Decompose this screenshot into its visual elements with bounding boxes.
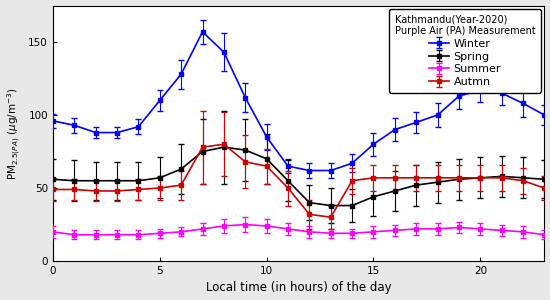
X-axis label: Local time (in hours) of the day: Local time (in hours) of the day [206,281,392,294]
Y-axis label: PM$_{2.5(PA)}$ ($\mu$g/m$^{-3}$): PM$_{2.5(PA)}$ ($\mu$g/m$^{-3}$) [6,87,23,180]
Legend: Winter, Spring, Summer, Autmn: Winter, Spring, Summer, Autmn [389,9,541,93]
